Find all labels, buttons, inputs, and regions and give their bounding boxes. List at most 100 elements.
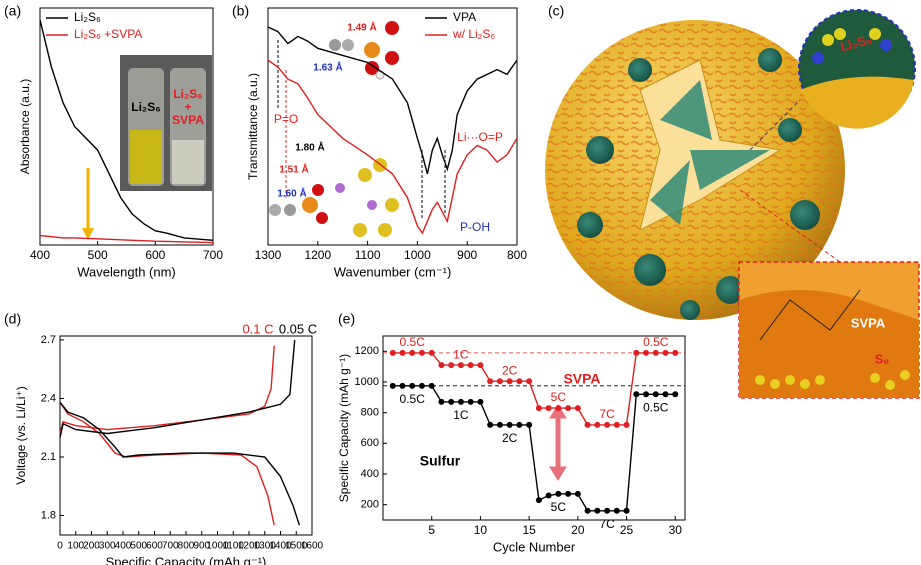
- point: [409, 383, 415, 389]
- point: [526, 422, 532, 428]
- point: [663, 350, 669, 356]
- point: [438, 362, 444, 368]
- point: [390, 383, 396, 389]
- x-tick-label: 800: [507, 248, 527, 262]
- x-tick-label: 1100: [355, 248, 381, 262]
- point: [614, 508, 620, 514]
- point: [555, 405, 561, 411]
- y-tick-label: 200: [361, 499, 379, 511]
- double-arrow: [550, 405, 566, 480]
- rate-label: 1C: [453, 347, 469, 361]
- y-tick-label: 1200: [355, 345, 379, 357]
- y-tick-label: 1.8: [41, 509, 56, 521]
- vial-label: SVPA: [172, 113, 204, 127]
- point: [507, 422, 513, 428]
- annotation: Li···O=P: [457, 130, 503, 144]
- point: [565, 405, 571, 411]
- annotation: 1.63 Å: [313, 61, 342, 74]
- point: [526, 378, 532, 384]
- point: [399, 383, 405, 389]
- plot-frame: [60, 336, 312, 535]
- point: [497, 378, 503, 384]
- series-label: Sulfur: [420, 453, 461, 469]
- point: [429, 383, 435, 389]
- rate-label: 5C: [551, 500, 567, 514]
- y-axis-label: Voltage (vs. Li/Li⁺): [14, 386, 28, 484]
- y-axis-label: Specific Capacity (mAh g⁻¹): [337, 354, 351, 502]
- y-axis-label: Absorbance (a.u.): [18, 79, 32, 174]
- series-label: 0.05 C: [279, 321, 317, 336]
- point: [409, 350, 415, 356]
- annotation: 1.51 Å: [279, 163, 308, 176]
- point: [546, 492, 552, 498]
- illustration-label: S₈: [875, 351, 890, 366]
- figure: (a) (b) (c) (d) (e) Li₂S₆ Li₂S₆ + SVPA: [0, 0, 921, 565]
- point: [487, 422, 493, 428]
- x-tick-label: 700: [203, 248, 223, 262]
- point: [653, 350, 659, 356]
- point: [653, 391, 659, 397]
- y-tick-label: 800: [361, 407, 379, 419]
- point: [624, 508, 630, 514]
- point: [536, 405, 542, 411]
- point: [507, 378, 513, 384]
- y-tick-label: 1000: [355, 376, 379, 388]
- zoom-box: [739, 262, 919, 398]
- point: [458, 362, 464, 368]
- point: [633, 391, 639, 397]
- point: [585, 422, 591, 428]
- point: [643, 350, 649, 356]
- panel-label: (c): [548, 3, 564, 19]
- x-axis-label: Cycle Number: [493, 539, 576, 554]
- rate-label: 0.5C: [643, 335, 669, 349]
- point: [477, 362, 483, 368]
- rate-label: 0.5C: [400, 392, 426, 406]
- point: [419, 350, 425, 356]
- vial-label: Li₂S₆: [173, 87, 202, 101]
- x-tick-label: 400: [30, 248, 50, 262]
- point: [516, 378, 522, 384]
- point: [390, 350, 396, 356]
- x-axis-label: Wavelength (nm): [77, 264, 176, 279]
- legend-label: VPA: [453, 10, 476, 24]
- legend-label: Li₂S₆ +SVPA: [74, 27, 142, 41]
- point: [614, 422, 620, 428]
- vial-label: Li₂S₆: [131, 100, 160, 114]
- point: [633, 350, 639, 356]
- x-tick-label: 600: [146, 541, 163, 552]
- point: [468, 362, 474, 368]
- point: [663, 391, 669, 397]
- series-label: SVPA: [563, 371, 600, 387]
- rate-label: 1C: [453, 408, 469, 422]
- x-tick-label: 1600: [301, 541, 324, 552]
- point: [594, 422, 600, 428]
- point: [604, 422, 610, 428]
- x-tick-label: 30: [669, 523, 683, 537]
- point: [516, 422, 522, 428]
- x-tick-label: 800: [178, 541, 195, 552]
- point: [546, 405, 552, 411]
- point: [585, 508, 591, 514]
- x-tick-label: 300: [99, 541, 116, 552]
- legend-label: Li₂S₆: [74, 10, 101, 24]
- x-tick-label: 5: [428, 523, 435, 537]
- annotation: 1.49 Å: [347, 21, 376, 34]
- x-tick-label: 900: [457, 248, 477, 262]
- rate-label: 5C: [551, 390, 567, 404]
- annotation: 1.60 Å: [277, 187, 306, 200]
- point: [604, 508, 610, 514]
- illustration-label: SVPA: [851, 315, 886, 330]
- series-line: [40, 236, 213, 243]
- point: [536, 497, 542, 503]
- panel-label: (b): [232, 3, 249, 19]
- series-label: 0.1 C: [242, 321, 273, 336]
- point: [477, 399, 483, 405]
- x-tick-label: 1300: [255, 248, 282, 262]
- panel-label: (a): [4, 3, 21, 19]
- point: [643, 391, 649, 397]
- rate-label: 2C: [502, 363, 518, 377]
- y-tick-label: 2.7: [41, 334, 56, 346]
- point: [672, 391, 678, 397]
- x-tick-label: 20: [571, 523, 585, 537]
- panel-label: (d): [4, 311, 21, 327]
